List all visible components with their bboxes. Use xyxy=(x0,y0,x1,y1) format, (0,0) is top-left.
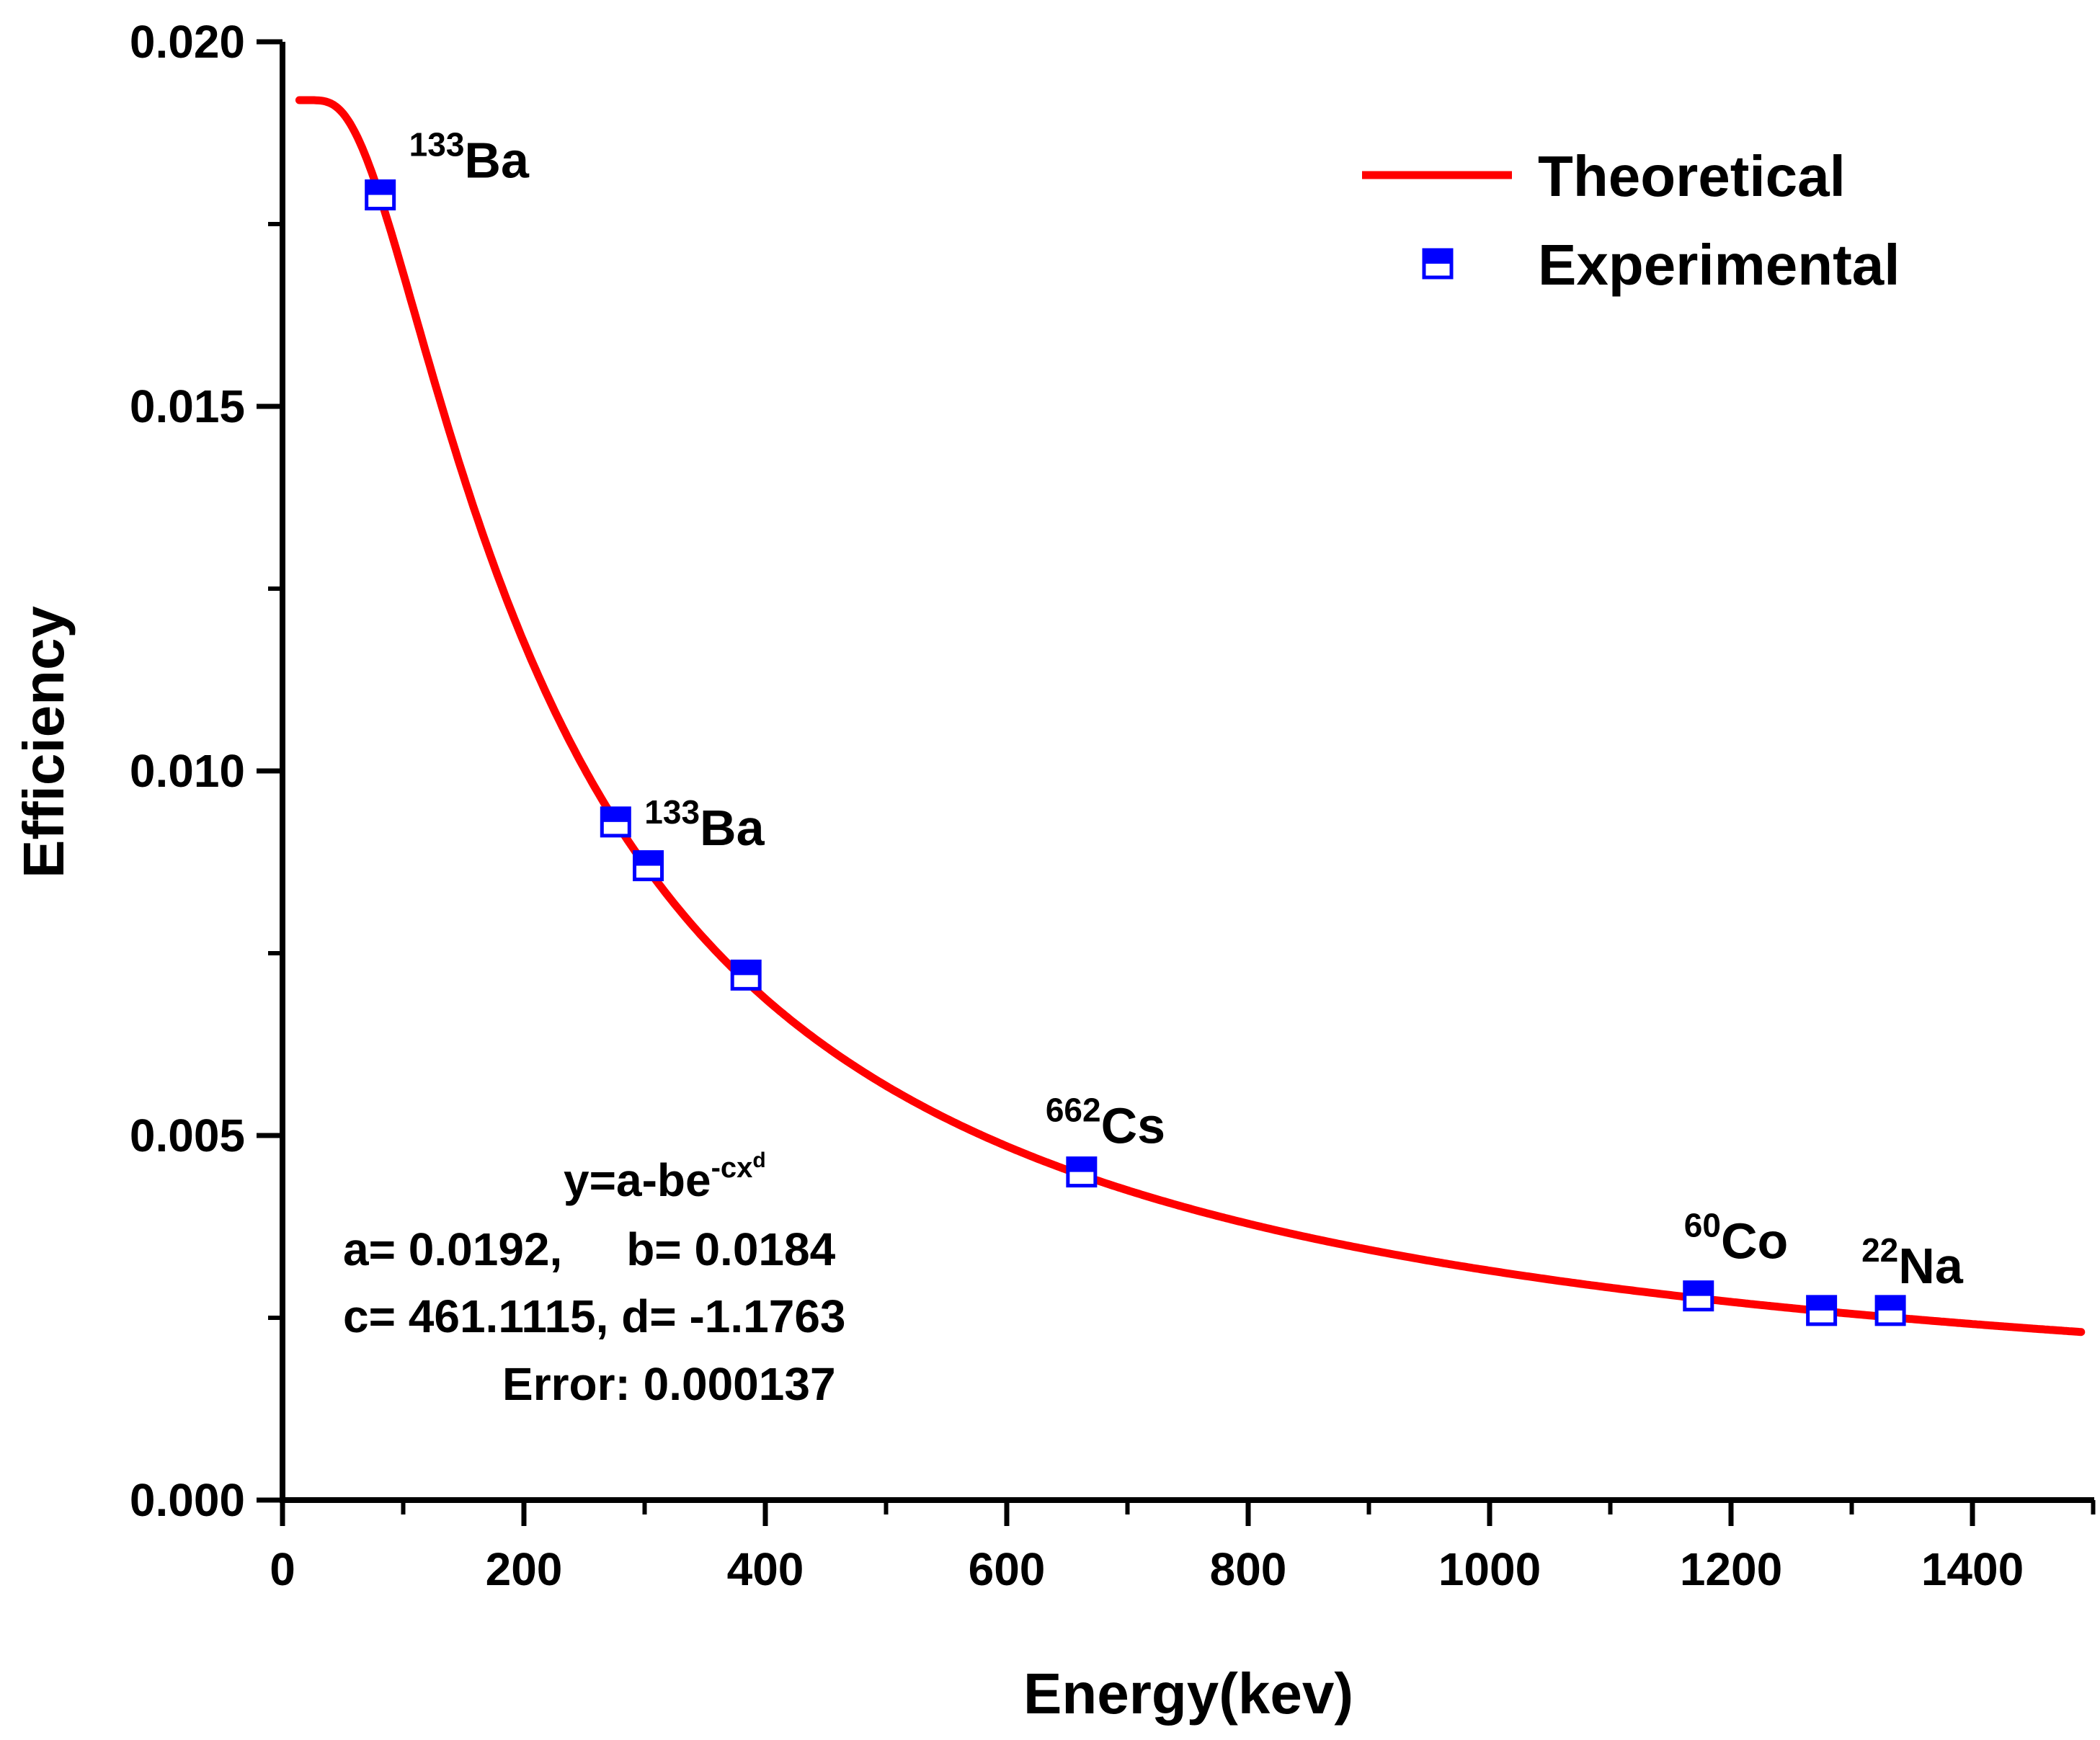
fit-formula: y=a-be-cxd xyxy=(564,1148,766,1206)
x-tick-label: 1200 xyxy=(1680,1543,1782,1595)
experimental-point xyxy=(1683,1280,1714,1312)
y-tick-label: 0.015 xyxy=(130,380,245,432)
experimental-point xyxy=(1066,1156,1098,1188)
x-axis-title: Energy(kev) xyxy=(1023,1661,1353,1726)
fit-parameters: y=a-be-cxd a= 0.0192, b= 0.0184 c= 461.1… xyxy=(343,1148,846,1410)
legend-experimental-marker xyxy=(1422,248,1454,280)
y-axis-title: Efficiency xyxy=(12,606,76,878)
nuclide-label: 133Ba xyxy=(409,126,530,189)
y-tick-label: 0.000 xyxy=(130,1474,245,1526)
fit-params-ab: a= 0.0192, b= 0.0184 xyxy=(343,1223,836,1275)
experimental-point xyxy=(633,850,664,882)
nuclide-label: 60Co xyxy=(1684,1207,1788,1270)
experimental-point xyxy=(365,179,396,211)
legend: Theoretical Experimental xyxy=(1362,144,1900,297)
fit-error: Error: 0.000137 xyxy=(502,1358,836,1410)
experimental-points xyxy=(365,179,1906,1326)
x-tick-label: 0 xyxy=(270,1543,295,1595)
experimental-point xyxy=(600,806,631,838)
y-tick-label: 0.020 xyxy=(130,16,245,68)
x-tick-label: 800 xyxy=(1210,1543,1287,1595)
legend-theoretical-label: Theoretical xyxy=(1538,144,1846,208)
fit-params-cd: c= 461.1115, d= -1.1763 xyxy=(343,1290,846,1342)
nuclide-label: 133Ba xyxy=(644,793,765,856)
y-tick-label: 0.005 xyxy=(130,1110,245,1161)
y-tick-label: 0.010 xyxy=(130,745,245,797)
nuclide-label: 22Na xyxy=(1861,1231,1964,1294)
y-axis-ticks xyxy=(257,39,282,1503)
x-tick-label: 600 xyxy=(969,1543,1046,1595)
experimental-point xyxy=(730,959,762,991)
theoretical-curve xyxy=(295,96,2086,1337)
x-tick-label: 1400 xyxy=(1921,1543,2024,1595)
x-tick-label: 400 xyxy=(727,1543,804,1595)
experimental-point xyxy=(1874,1295,1906,1326)
legend-experimental-label: Experimental xyxy=(1538,233,1900,297)
nuclide-label: 662Cs xyxy=(1046,1092,1165,1154)
nuclide-annotations: 133Ba 133Ba 662Cs 60Co 22Na xyxy=(409,126,1964,1294)
x-axis-ticks xyxy=(280,1500,2096,1526)
x-tick-label: 200 xyxy=(486,1543,563,1595)
x-axis-tick-labels: 0 200 400 600 800 1000 1200 1400 xyxy=(270,1543,2024,1595)
x-tick-label: 1000 xyxy=(1438,1543,1541,1595)
experimental-point xyxy=(1806,1295,1838,1326)
y-axis-tick-labels: 0.000 0.005 0.010 0.015 0.020 xyxy=(130,16,245,1526)
